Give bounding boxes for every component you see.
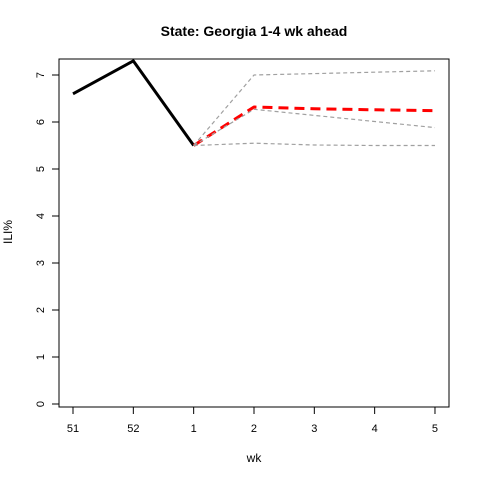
x-tick-label: 52 bbox=[127, 423, 139, 435]
chart-title: State: Georgia 1-4 wk ahead bbox=[161, 23, 348, 39]
x-tick-label: 5 bbox=[432, 423, 438, 435]
series-line-forecast-mid bbox=[193, 108, 436, 147]
x-tick-label: 4 bbox=[372, 423, 378, 435]
series-line-forecast-point bbox=[192, 105, 436, 147]
y-tick-label: 3 bbox=[35, 260, 47, 266]
x-axis-label: wk bbox=[246, 451, 263, 465]
x-tick-label: 3 bbox=[311, 423, 317, 435]
series-layer bbox=[72, 59, 436, 147]
x-axis: 51 52 1 2 3 4 5 bbox=[67, 406, 438, 435]
y-tick-label: 6 bbox=[35, 119, 47, 125]
series-line-forecast-upper bbox=[193, 70, 436, 146]
y-tick-label: 4 bbox=[35, 213, 47, 219]
series-line-observed bbox=[72, 59, 195, 147]
y-tick-label: 5 bbox=[35, 166, 47, 172]
x-tick-label: 2 bbox=[251, 423, 257, 435]
x-tick-label: 1 bbox=[191, 423, 197, 435]
x-tick-label: 51 bbox=[67, 423, 79, 435]
y-axis: 0 1 2 3 4 5 6 7 bbox=[35, 72, 60, 407]
series-line-forecast-lower bbox=[193, 142, 435, 147]
y-axis-label: ILI% bbox=[1, 220, 15, 244]
y-tick-label: 1 bbox=[35, 354, 47, 360]
y-tick-label: 0 bbox=[35, 401, 47, 407]
y-tick-label: 7 bbox=[35, 72, 47, 78]
y-tick-label: 2 bbox=[35, 307, 47, 313]
